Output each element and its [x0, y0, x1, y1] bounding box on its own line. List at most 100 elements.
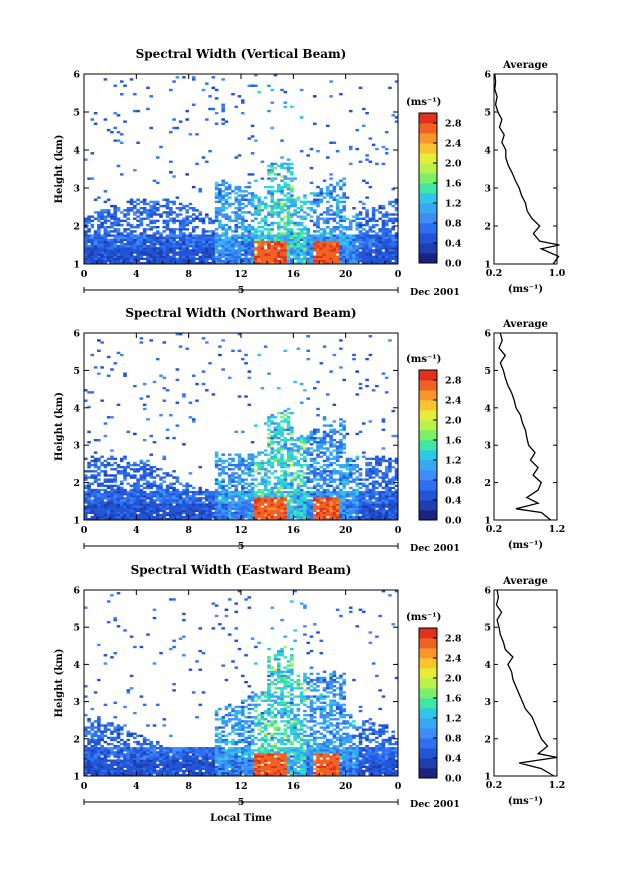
- heatmap-cell: [90, 353, 95, 357]
- heatmap-cell: [119, 509, 124, 512]
- heatmap-cell: [175, 245, 180, 248]
- heatmap-cell: [165, 507, 170, 510]
- heatmap-cell: [368, 513, 373, 517]
- heatmap-cell: [339, 443, 343, 446]
- heatmap-cell: [394, 200, 399, 204]
- heatmap-cell: [280, 416, 284, 419]
- heatmap-cell: [329, 196, 333, 199]
- heatmap-cell: [378, 230, 382, 233]
- heatmap-cell: [276, 200, 281, 204]
- heatmap-cell: [332, 480, 337, 483]
- heatmap-cell: [280, 247, 284, 250]
- heatmap-cell: [237, 240, 242, 244]
- heatmap-cell: [309, 463, 314, 467]
- heatmap-cell: [394, 257, 399, 261]
- heatmap-cell: [129, 255, 134, 258]
- heatmap-cell: [286, 457, 291, 461]
- heatmap-cell: [208, 499, 212, 502]
- heatmap-cell: [218, 183, 222, 187]
- heatmap-cell: [352, 478, 356, 481]
- heatmap-cell: [306, 449, 310, 452]
- heatmap-cell: [221, 497, 225, 500]
- heatmap-cell: [237, 455, 242, 458]
- heatmap-cell: [365, 112, 369, 115]
- heatmap-cell: [211, 219, 216, 223]
- heatmap-cell: [358, 505, 363, 508]
- heatmap-cell: [368, 137, 373, 140]
- heatmap-cell: [155, 497, 160, 500]
- heatmap-cell: [329, 490, 333, 494]
- heatmap-cell: [208, 501, 212, 504]
- heatmap-cell: [159, 509, 163, 512]
- heatmap-cell: [87, 251, 91, 254]
- heatmap-cell: [162, 245, 167, 248]
- heatmap-cell: [388, 497, 392, 500]
- heatmap-cell: [129, 484, 134, 488]
- heatmap-cell: [312, 430, 317, 434]
- heatmap-cell: [322, 501, 327, 504]
- heatmap-cell: [247, 482, 252, 485]
- heatmap-cell: [381, 501, 386, 504]
- heatmap-cell: [152, 259, 157, 263]
- heatmap-cell: [309, 192, 314, 195]
- heatmap-cell: [221, 122, 225, 125]
- heatmap-cell: [263, 196, 268, 199]
- heatmap-cell: [335, 513, 340, 517]
- heatmap-cell: [214, 211, 219, 214]
- heatmap-cell: [152, 492, 157, 496]
- heatmap-cell: [146, 492, 150, 496]
- heatmap-cell: [312, 449, 317, 452]
- heatmap-cell: [93, 366, 98, 369]
- heatmap-cell: [139, 200, 144, 204]
- heatmap-cell: [93, 457, 98, 461]
- heatmap-cell: [185, 242, 189, 246]
- heatmap-cell: [339, 234, 343, 237]
- heatmap-cell: [126, 430, 131, 434]
- heatmap-cell: [322, 259, 327, 263]
- heatmap-cell: [270, 190, 275, 193]
- heatmap-cell: [139, 501, 144, 504]
- heatmap-cell: [162, 376, 167, 380]
- heatmap-cell: [339, 418, 343, 421]
- heatmap-cell: [126, 463, 131, 467]
- heatmap-cell: [267, 251, 271, 254]
- heatmap-cell: [234, 257, 239, 261]
- heatmap-cell: [381, 476, 386, 479]
- heatmap-cell: [388, 499, 392, 502]
- heatmap-cell: [205, 259, 209, 263]
- heatmap-cell: [169, 495, 173, 498]
- heatmap-cell: [309, 255, 314, 258]
- heatmap-cell: [283, 420, 288, 423]
- heatmap-cell: [299, 511, 304, 515]
- heatmap-cell: [280, 139, 284, 142]
- heatmap-cell: [319, 505, 324, 508]
- heatmap-cell: [280, 513, 284, 517]
- heatmap-cell: [296, 236, 301, 239]
- heatmap-cell: [103, 219, 108, 223]
- heatmap-cell: [185, 347, 189, 350]
- heatmap-cell: [290, 438, 294, 442]
- heatmap-cell: [142, 257, 147, 261]
- heatmap-cell: [339, 497, 343, 500]
- heatmap-cell: [362, 255, 366, 258]
- heatmap-cell: [280, 428, 284, 431]
- heatmap-cell: [296, 463, 301, 467]
- heatmap-cell: [188, 236, 193, 239]
- heatmap-cell: [394, 120, 399, 123]
- heatmap-cell: [371, 515, 376, 519]
- heatmap-cell: [276, 228, 281, 231]
- heatmap-cell: [93, 507, 98, 510]
- heatmap-cell: [362, 492, 366, 496]
- heatmap-cell: [97, 255, 101, 258]
- heatmap-cell: [365, 213, 369, 216]
- heatmap-cell: [175, 503, 180, 506]
- heatmap-cell: [84, 501, 88, 504]
- heatmap-cell: [123, 505, 127, 508]
- heatmap-cell: [110, 486, 114, 490]
- heatmap-cell: [250, 459, 255, 463]
- heatmap-cell: [178, 495, 183, 498]
- heatmap-cell: [283, 245, 288, 248]
- heatmap-cell: [362, 455, 366, 458]
- heatmap-cell: [365, 486, 369, 490]
- heatmap-cell: [296, 259, 301, 263]
